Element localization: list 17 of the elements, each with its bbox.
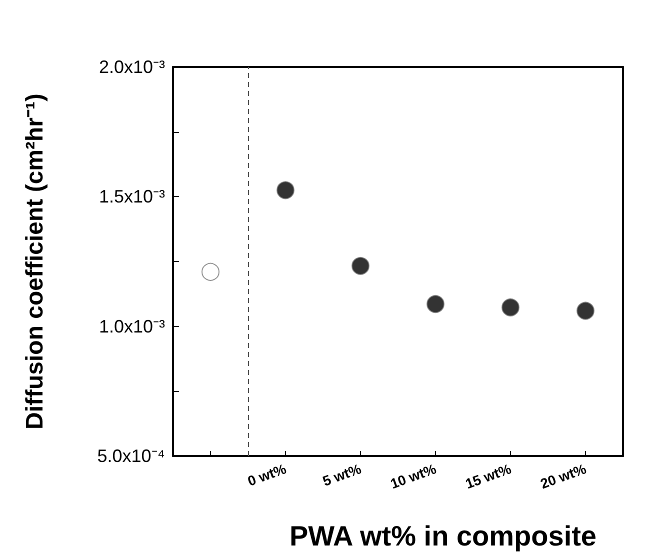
y-tick-label: 1.5x10⁻³ <box>98 186 165 207</box>
point <box>502 298 520 316</box>
point <box>276 181 294 200</box>
x-axis-title: PWA wt% in composite <box>290 520 596 552</box>
point <box>576 302 594 320</box>
point <box>352 256 370 275</box>
point <box>202 262 220 281</box>
x-tick-label: 5 wt% <box>320 460 364 490</box>
x-tick-label: 20 wt% <box>538 460 589 492</box>
x-tick-label: 0 wt% <box>245 460 289 490</box>
y-tick-label: 1.0x10⁻³ <box>98 316 165 336</box>
y-axis-title: Diffusion coefficient (cm²hr⁻¹) <box>22 94 48 430</box>
y-tick-label: 5.0x10⁻⁴ <box>97 446 165 466</box>
x-tick-label: 15 wt% <box>463 460 514 492</box>
point <box>426 295 444 314</box>
x-tick-label: 10 wt% <box>388 460 439 492</box>
y-tick-label: 2.0x10⁻³ <box>98 57 165 77</box>
